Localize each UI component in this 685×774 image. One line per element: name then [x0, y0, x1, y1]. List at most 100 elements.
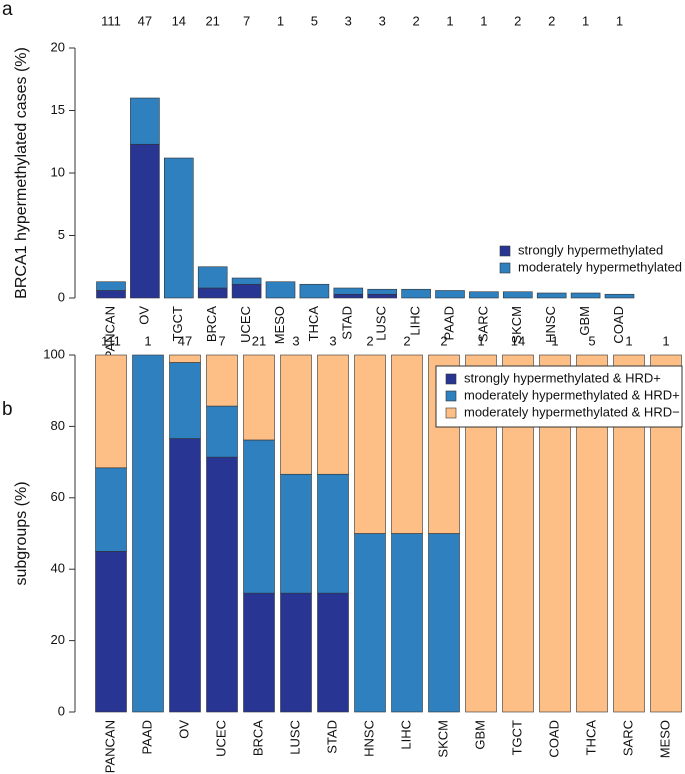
- x-tick-label: MESO: [657, 720, 672, 758]
- bar-segment: [206, 405, 238, 458]
- count-label: 1: [277, 13, 284, 28]
- panel-label: a: [2, 0, 13, 20]
- bar-segment: [317, 592, 349, 713]
- x-tick-label: PAAD: [139, 720, 154, 754]
- bar-segment: [391, 533, 423, 713]
- count-label: 2: [412, 13, 419, 28]
- x-tick-label: HNSC: [361, 720, 376, 757]
- count-label: 7: [243, 13, 250, 28]
- bar-segment: [169, 438, 201, 713]
- bar-segment: [197, 287, 228, 299]
- y-tick-label: 60: [51, 489, 65, 504]
- bar-segment: [130, 97, 160, 145]
- count-label: 2: [403, 333, 410, 348]
- bar-segment: [604, 293, 635, 299]
- y-tick-label: 40: [51, 561, 65, 576]
- count-label: 3: [292, 333, 299, 348]
- x-tick-label: OV: [136, 306, 151, 325]
- bar-segment: [333, 293, 364, 299]
- y-tick-label: 10: [51, 164, 65, 179]
- bar-segment: [317, 354, 349, 475]
- count-label: 1: [477, 333, 484, 348]
- legend-swatch: [499, 262, 511, 274]
- count-label: 2: [514, 13, 521, 28]
- x-tick-label: THCA: [306, 306, 321, 342]
- count-label: 1: [662, 333, 669, 348]
- bar-segment: [96, 290, 126, 299]
- y-tick-label: 5: [58, 227, 65, 242]
- bar-segment: [243, 354, 275, 441]
- bar-segment: [401, 288, 431, 299]
- x-tick-label: OV: [176, 720, 191, 739]
- x-tick-label: MESO: [272, 306, 287, 344]
- x-tick-label: LIHC: [408, 306, 423, 336]
- x-tick-label: PAAD: [441, 306, 456, 340]
- count-label: 1: [616, 13, 623, 28]
- y-axis-label: subgroups (%): [13, 481, 30, 585]
- legend-label: moderately hypermethylated & HRD+: [464, 387, 680, 402]
- y-tick-label: 20: [51, 632, 65, 647]
- count-label: 7: [218, 333, 225, 348]
- y-axis-label: BRCA1 hypermethylated cases (%): [13, 47, 30, 299]
- x-tick-label: GBM: [577, 306, 592, 336]
- x-tick-label: PANCAN: [102, 306, 117, 359]
- legend-label: moderately hypermethylated: [518, 259, 682, 274]
- bar-segment: [231, 277, 262, 285]
- x-tick-label: SKCM: [435, 720, 450, 758]
- bar-segment: [367, 293, 398, 299]
- count-label: 21: [252, 333, 266, 348]
- x-tick-label: SARC: [475, 306, 490, 342]
- legend-swatch: [445, 373, 457, 385]
- count-label: 1: [625, 333, 632, 348]
- legend-swatch: [499, 245, 511, 257]
- bar-segment: [469, 291, 499, 299]
- legend-label: strongly hypermethylated & HRD+: [464, 370, 661, 385]
- y-tick-label: 15: [51, 102, 65, 117]
- x-tick-label: UCEC: [238, 306, 253, 343]
- x-tick-label: LIHC: [398, 720, 413, 750]
- bar-segment: [95, 354, 127, 469]
- bar-segment: [231, 283, 262, 299]
- bar-segment: [169, 354, 201, 363]
- bar-segment: [243, 592, 275, 713]
- bar-segment: [243, 439, 275, 594]
- count-label: 5: [311, 13, 318, 28]
- legend-label: moderately hypermethylated & HRD−: [464, 404, 680, 419]
- count-label: 21: [205, 13, 219, 28]
- bar-segment: [197, 266, 228, 289]
- bar-segment: [280, 354, 312, 475]
- legend-label: strongly hypermethylated: [518, 242, 663, 257]
- y-tick-label: 0: [58, 703, 65, 718]
- count-label: 1: [551, 333, 558, 348]
- bar-segment: [354, 533, 386, 713]
- count-label: 5: [588, 333, 595, 348]
- count-label: 47: [138, 13, 152, 28]
- legend-swatch: [445, 407, 457, 419]
- count-label: 1: [582, 13, 589, 28]
- x-tick-label: THCA: [583, 720, 598, 756]
- y-tick-label: 80: [51, 418, 65, 433]
- count-label: 14: [172, 13, 186, 28]
- bar-segment: [317, 473, 349, 594]
- y-tick-label: 100: [43, 346, 65, 361]
- bar-segment: [354, 354, 386, 534]
- x-tick-label: GBM: [472, 720, 487, 750]
- x-tick-label: BRCA: [204, 306, 219, 342]
- x-tick-label: HNSC: [543, 306, 558, 343]
- x-tick-label: LUSC: [287, 720, 302, 755]
- bar-segment: [280, 473, 312, 594]
- x-tick-label: SKCM: [509, 306, 524, 344]
- bar-segment: [502, 291, 533, 299]
- x-tick-label: TGCT: [509, 720, 524, 755]
- bar-segment: [333, 287, 364, 295]
- bar-segment: [95, 551, 127, 713]
- x-tick-label: PANCAN: [102, 720, 117, 773]
- x-tick-label: COAD: [611, 306, 626, 344]
- bar-segment: [96, 281, 126, 291]
- x-tick-label: STAD: [340, 306, 355, 340]
- count-label: 14: [511, 333, 525, 348]
- bar-segment: [95, 467, 127, 552]
- bar-segment: [367, 288, 398, 295]
- bar-segment: [206, 354, 238, 407]
